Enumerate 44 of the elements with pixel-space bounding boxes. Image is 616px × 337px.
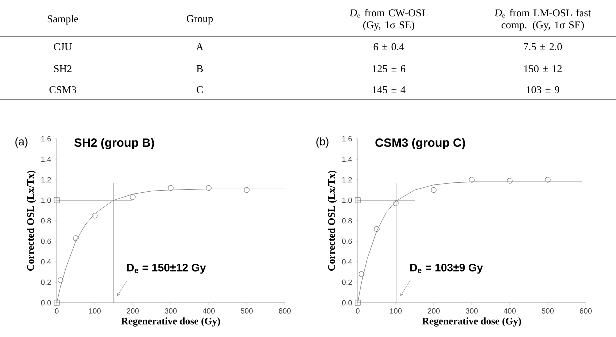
text: CSM3 [50,86,76,94]
point [507,178,513,184]
annotation: D$_{e}$ = 150±12 Gy [127,264,206,274]
point [431,187,437,194]
point [244,187,250,194]
point [168,185,174,191]
point [355,198,361,204]
text: D$_{e}$ from CW-OSL (Gy, 1σ SE) [350,9,428,31]
text: (b) [316,138,329,148]
point [92,213,98,219]
text: 145 ± 4 [373,86,406,94]
text: 7.5 ± 2.0 [524,43,562,51]
text: (a) [16,138,28,148]
point [73,236,79,242]
text: Group [187,15,213,25]
text: D$_{e}$ from LM-OSL fast comp. (Gy, 1σ SE) [494,9,592,31]
point [469,177,475,183]
point [58,278,64,284]
text: 150 ± 12 [524,65,562,73]
point [374,226,380,232]
chart-title: SH2 (group B) [74,138,154,150]
x-axis-title: Regenerative dose (Gy) [422,318,522,327]
point [359,271,365,278]
point [545,177,551,183]
text: 103 ± 9 [527,86,560,94]
x-axis-title: Regenerative dose (Gy) [121,318,220,327]
point [130,194,136,200]
y-axis-title: Corrected OSL (Lx/Tx) [27,170,36,271]
y-axis-title: Corrected OSL (Lx/Tx) [328,170,338,271]
chart-title: CSM3 (group C) [376,138,466,150]
point [206,185,212,191]
point [393,200,399,206]
text: 6 ± 0.4 [374,43,404,51]
point [355,300,361,306]
point [54,198,60,204]
text: CJU [54,43,72,51]
text: 125 ± 6 [373,65,406,73]
text: A [196,44,204,50]
text: SH2 [54,65,72,73]
point [54,300,60,306]
text: Sample [48,15,78,25]
text: C [196,86,203,94]
text: B [196,66,203,72]
annotation: D$_{e}$ = 103±9 Gy [410,264,484,274]
